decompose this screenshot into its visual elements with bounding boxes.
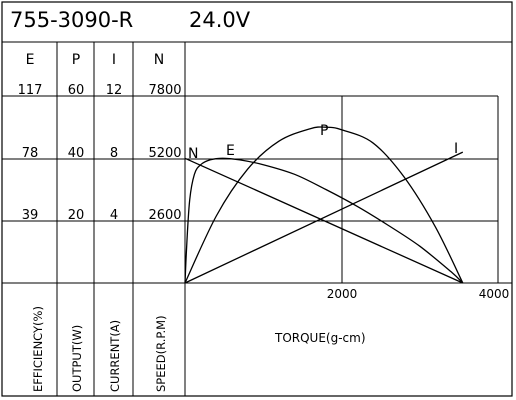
header-speed: N xyxy=(154,52,164,68)
x-tick-2000: 2000 xyxy=(327,287,358,301)
x-tick-4000: 4000 xyxy=(479,287,510,301)
tick-p-20: 20 xyxy=(68,208,85,223)
header-efficiency: E xyxy=(26,52,35,68)
tick-p-40: 40 xyxy=(68,146,85,161)
voltage-label: 24.0V xyxy=(189,8,251,32)
curve-label-n: N xyxy=(188,146,198,162)
tick-n-7800: 7800 xyxy=(148,83,181,98)
series-line-n xyxy=(184,157,464,284)
axis-title-current: CURRENT(A) xyxy=(108,320,122,392)
curve-label-p: P xyxy=(320,123,328,139)
series-line-e xyxy=(184,157,464,284)
tick-i-12: 12 xyxy=(106,83,123,98)
axis-title-efficiency: EFFICIENCY(%) xyxy=(31,306,45,392)
header-current: I xyxy=(112,52,116,68)
curve-label-i: I xyxy=(454,141,458,157)
tick-i-4: 4 xyxy=(110,208,118,223)
tick-e-117: 117 xyxy=(18,83,43,98)
axis-title-output: OUTPUT(W) xyxy=(70,325,84,392)
curve-label-e: E xyxy=(226,143,235,159)
tick-n-2600: 2600 xyxy=(148,208,181,223)
tick-n-5200: 5200 xyxy=(148,146,181,161)
series-layer xyxy=(184,126,464,284)
series-line-p xyxy=(184,126,464,284)
tick-e-39: 39 xyxy=(22,208,39,223)
tick-i-8: 8 xyxy=(110,146,118,161)
header-output: P xyxy=(72,52,80,68)
tick-e-78: 78 xyxy=(22,146,39,161)
chart-title: 755-3090-R xyxy=(10,8,133,32)
tick-p-60: 60 xyxy=(68,83,85,98)
series-line-i xyxy=(184,151,464,284)
x-axis-title: TORQUE(g-cm) xyxy=(274,331,366,345)
axis-title-speed: SPEED(R.P.M) xyxy=(154,315,168,392)
